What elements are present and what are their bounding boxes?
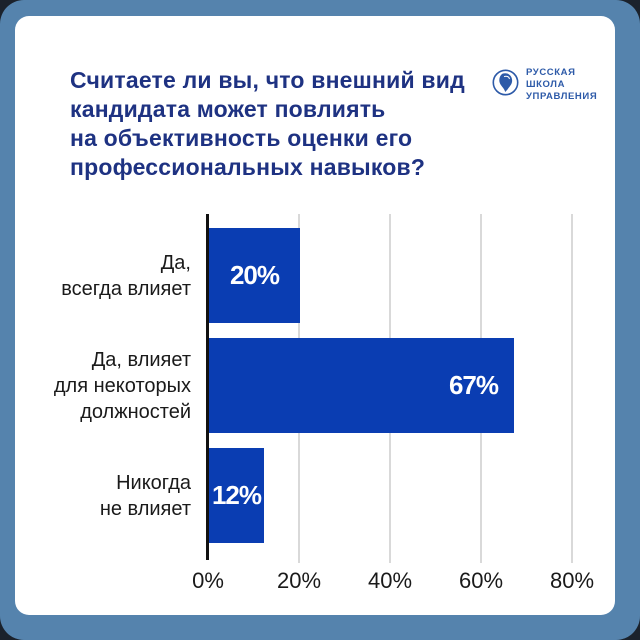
bar-chart-plot: 20% 67% 12%: [206, 214, 573, 563]
bar-0: 20%: [209, 228, 300, 323]
bar-value-label: 12%: [211, 480, 262, 510]
gridline-80%: [571, 214, 573, 563]
poster-card: Считаете ли вы, что внешний вид кандидат…: [15, 16, 615, 615]
bar-value-label: 20%: [229, 260, 280, 290]
chart-title: Считаете ли вы, что внешний вид кандидат…: [70, 67, 465, 180]
logo-face-icon: [492, 69, 519, 101]
x-axis-tick-labels: 0% 20% 40% 60% 80%: [192, 568, 594, 596]
logo: РУССКАЯ ШКОЛА УПРАВЛЕНИЯ: [492, 67, 597, 103]
bar-1: 67%: [209, 338, 514, 433]
category-label-1: Да, влияет для некоторых должностей: [53, 348, 191, 423]
x-tick-label: 0%: [192, 568, 224, 593]
bar-2: 12%: [209, 448, 264, 543]
x-tick-label: 20%: [276, 568, 322, 593]
y-axis-line: [206, 214, 209, 560]
x-tick-label: 60%: [458, 568, 504, 593]
x-tick-label: 40%: [367, 568, 413, 593]
x-tick-label: 80%: [549, 568, 595, 593]
category-label-2: Никогда не влияет: [99, 471, 191, 520]
logo-text: РУССКАЯ ШКОЛА УПРАВЛЕНИЯ: [526, 67, 598, 102]
bar-value-label: 67%: [448, 370, 499, 400]
category-label-0: Да, всегда влияет: [61, 251, 191, 300]
category-labels: Да, всегда влияет Да, влияет для некоторы…: [45, 214, 191, 559]
